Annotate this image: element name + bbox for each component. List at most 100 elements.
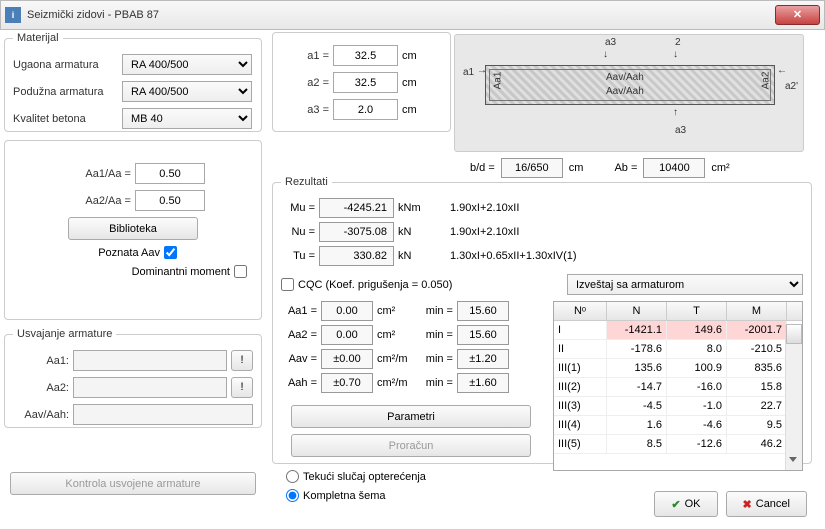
tekuci-label: Tekući slučaj opterećenja — [303, 471, 426, 483]
cancel-button[interactable]: ✖ Cancel — [726, 491, 807, 517]
aa2-label: Aa2 = — [281, 329, 317, 341]
usvajanje-legend: Usvajanje armature — [13, 328, 116, 340]
cancel-icon: ✖ — [743, 498, 752, 511]
a2-input[interactable] — [333, 72, 398, 93]
ugaona-label: Ugaona armatura — [13, 59, 118, 71]
tekuci-radio[interactable] — [286, 470, 299, 483]
poduzna-label: Podužna armatura — [13, 86, 118, 98]
table-row[interactable]: I-1421.1149.6-2001.7 — [554, 321, 802, 340]
diag-aav2: Aav/Aah — [606, 86, 644, 97]
aav-value: ±0.00 — [321, 349, 373, 369]
usv-aa1-button[interactable]: ! — [231, 350, 253, 371]
nu-lc: 1.90xI+2.10xII — [450, 226, 519, 238]
a3-input[interactable] — [333, 99, 398, 120]
aah-value: ±0.70 — [321, 373, 373, 393]
nu-unit: kN — [398, 226, 428, 238]
window-title: Seizmički zidovi - PBAB 87 — [27, 9, 775, 21]
bd-unit: cm — [569, 162, 584, 174]
table-row[interactable]: III(2)-14.7-16.015.8 — [554, 378, 802, 397]
bd-label: b/d = — [470, 162, 495, 174]
beton-label: Kvalitet betona — [13, 113, 118, 125]
table-row[interactable]: II-178.68.0-210.5 — [554, 340, 802, 359]
dominant-checkbox[interactable] — [234, 265, 247, 278]
cancel-label: Cancel — [756, 498, 790, 510]
usv-aa2-label: Aa2: — [13, 382, 69, 394]
a1-label: a1 = — [281, 50, 329, 62]
aa2aa-input[interactable] — [135, 190, 205, 211]
tu-unit: kN — [398, 250, 428, 262]
beton-select[interactable]: MB 40 — [122, 108, 252, 129]
aah-minlabel: min = — [419, 377, 453, 389]
usv-aa2-button[interactable]: ! — [231, 377, 253, 398]
ok-label: OK — [685, 498, 701, 510]
aa1aa-input[interactable] — [135, 163, 205, 184]
aa2-min: 15.60 — [457, 325, 509, 345]
mu-unit: kNm — [398, 202, 428, 214]
col-N: N — [607, 302, 667, 320]
usv-aav-input — [73, 404, 253, 425]
close-button[interactable]: ✕ — [775, 5, 820, 25]
diag-a2p: a2' — [785, 81, 798, 92]
a2-unit: cm — [402, 77, 442, 89]
aa1-minlabel: min = — [419, 305, 453, 317]
table-row[interactable]: III(1)135.6100.9835.6 — [554, 359, 802, 378]
diag-a3bot: a3 — [675, 125, 686, 136]
usv-aa2-input — [73, 377, 227, 398]
ugaona-select[interactable]: RA 400/500 — [122, 54, 252, 75]
table-row[interactable]: III(4)1.6-4.69.5 — [554, 416, 802, 435]
cqc-checkbox[interactable] — [281, 278, 294, 291]
ok-button[interactable]: ✔ OK — [654, 491, 717, 517]
app-icon: i — [5, 7, 21, 23]
usv-aav-label: Aav/Aah: — [13, 409, 69, 421]
aav-unit: cm²/m — [377, 353, 415, 365]
diag-a1: a1 — [463, 67, 474, 78]
aa2-unit: cm² — [377, 329, 415, 341]
poznata-checkbox[interactable] — [164, 246, 177, 259]
diag-aav1: Aav/Aah — [606, 72, 644, 83]
col-n0: Nᵒ — [554, 302, 607, 320]
ok-icon: ✔ — [671, 498, 680, 511]
mu-value: -4245.21 — [319, 198, 394, 218]
rezultati-legend: Rezultati — [281, 176, 332, 188]
nu-value: -3075.08 — [319, 222, 394, 242]
kompletna-radio[interactable] — [286, 489, 299, 502]
proracun-button[interactable]: Proračun — [291, 434, 531, 457]
diag-Aa1: Aa1 — [492, 72, 503, 90]
material-legend: Materijal — [13, 32, 63, 44]
kontrola-button[interactable]: Kontrola usvojene armature — [10, 472, 256, 495]
aa1-label: Aa1 = — [281, 305, 317, 317]
aav-min: ±1.20 — [457, 349, 509, 369]
diag-2: 2 — [675, 37, 681, 48]
ab-value: 10400 — [643, 158, 705, 178]
parametri-button[interactable]: Parametri — [291, 405, 531, 428]
a3-label: a3 = — [281, 104, 329, 116]
tu-label: Tu = — [281, 250, 315, 262]
table-row[interactable]: III(3)-4.5-1.022.7 — [554, 397, 802, 416]
a1-unit: cm — [402, 50, 442, 62]
cqc-label: CQC (Koef. prigušenja = 0.050) — [298, 279, 452, 291]
table-scrollbar[interactable] — [785, 324, 802, 470]
aah-label: Aah = — [281, 377, 317, 389]
poduzna-select[interactable]: RA 400/500 — [122, 81, 252, 102]
a3-unit: cm — [402, 104, 442, 116]
col-M: M — [727, 302, 787, 320]
col-T: T — [667, 302, 727, 320]
a1-input[interactable] — [333, 45, 398, 66]
aa1aa-label: Aa1/Aa = — [61, 168, 131, 180]
aah-unit: cm²/m — [377, 377, 415, 389]
biblioteka-button[interactable]: Biblioteka — [68, 217, 198, 240]
titlebar: i Seizmički zidovi - PBAB 87 ✕ — [0, 0, 825, 30]
section-diagram: Aav/Aah Aav/Aah a3 2 a1 a2' a3 Aa1 Aa2 →… — [454, 34, 804, 152]
mu-label: Mu = — [281, 202, 315, 214]
izvestaj-select[interactable]: Izveštaj sa armaturom — [567, 274, 803, 295]
table-row[interactable]: III(5)8.5-12.646.2 — [554, 435, 802, 454]
results-table[interactable]: Nᵒ N T M I-1421.1149.6-2001.7II-178.68.0… — [553, 301, 803, 471]
a2-label: a2 = — [281, 77, 329, 89]
aa1-min: 15.60 — [457, 301, 509, 321]
aa2-value: 0.00 — [321, 325, 373, 345]
poznata-label: Poznata Aav — [98, 247, 160, 259]
aa1-unit: cm² — [377, 305, 415, 317]
tu-value: 330.82 — [319, 246, 394, 266]
tu-lc: 1.30xI+0.65xII+1.30xIV(1) — [450, 250, 577, 262]
kompletna-label: Kompletna šema — [303, 490, 386, 502]
